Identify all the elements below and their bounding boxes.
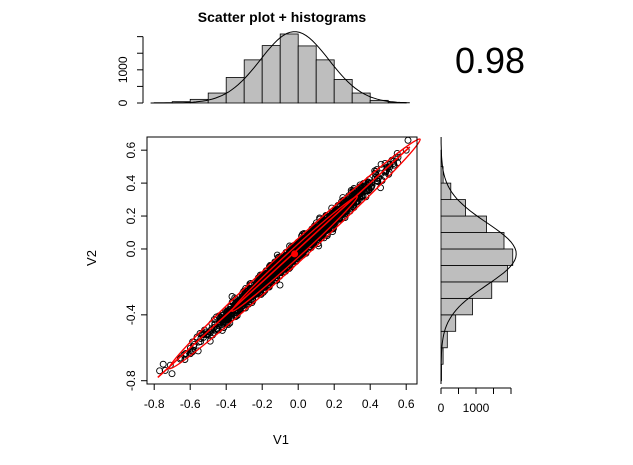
y-tick-label: -0.4 (124, 304, 138, 325)
top-hist-bar (315, 59, 335, 104)
right-density-curve (440, 137, 517, 384)
scatter-point (316, 214, 324, 222)
scatter-point (314, 234, 321, 242)
scatter-point (307, 241, 315, 249)
scatter-point (300, 247, 308, 255)
scatter-point (222, 307, 229, 315)
scatter-point (168, 370, 176, 378)
right-hist-bar (440, 232, 505, 250)
scatter-point (216, 318, 223, 326)
right-hist-tick-label: 0 (438, 401, 445, 415)
x-tick-label: -0.8 (144, 397, 165, 411)
y-tick-label: 0.0 (124, 240, 138, 257)
x-tick-label: 0.4 (362, 397, 379, 411)
scatter-point (339, 210, 346, 218)
scatter-frame (146, 136, 418, 385)
top-hist-bar (243, 59, 263, 104)
scatter-point (384, 164, 392, 172)
ellipse-outer (168, 138, 421, 370)
right-hist-bar (440, 182, 452, 200)
scatter-point (247, 289, 255, 297)
scatter-point (166, 361, 174, 369)
scatter-point (298, 232, 306, 240)
scatter-point (236, 303, 244, 311)
right-hist-bar (440, 281, 493, 299)
scatter-point (206, 337, 214, 345)
scatter-point (247, 293, 255, 301)
top-hist-bar (333, 79, 353, 104)
x-axis-label: V1 (273, 432, 289, 447)
scatter-point (262, 276, 270, 284)
right-hist-bar (440, 314, 457, 332)
x-tick-label: -0.4 (216, 397, 237, 411)
y-tick-label: 0.2 (124, 207, 138, 224)
regression-line (157, 146, 411, 379)
y-tick-label: -0.8 (124, 370, 138, 391)
scatter-point (181, 356, 189, 363)
top-histogram: 0 1000 (116, 31, 410, 106)
top-hist-tick-label: 1000 (116, 56, 130, 83)
ellipse-center (291, 250, 299, 258)
right-hist-tick-label: 1000 (463, 401, 490, 415)
right-hist-bar (440, 215, 487, 233)
scatter-point (156, 367, 164, 375)
scatter-point (393, 150, 401, 157)
right-hist-bar (440, 265, 508, 283)
scatter-point (404, 136, 412, 144)
scatter-point (356, 189, 364, 197)
scatter-point (302, 240, 310, 248)
scatter-panel: -0.8 -0.6 -0.4 -0.2 0.0 0.2 0.4 0.6 -0.8 -0.4 0.0 0… (124, 136, 421, 411)
top-hist-bar (351, 92, 371, 104)
y-tick-label: 0.4 (124, 174, 138, 191)
scatter-point (390, 157, 398, 165)
scatter-point (180, 351, 188, 359)
scatter-point (207, 326, 215, 334)
scatter-point (218, 326, 226, 334)
scatter-point (364, 187, 372, 195)
scatter-point (322, 227, 329, 234)
scatter-point (269, 262, 277, 270)
scatter-point (365, 186, 373, 194)
scatter-point (371, 174, 379, 182)
scatter-point (200, 331, 208, 338)
correlation-label: 0.98 (455, 40, 525, 81)
scatter-point (257, 281, 264, 289)
scatter-point (159, 360, 167, 368)
x-tick-label: -0.2 (252, 397, 273, 411)
scatter-point (394, 153, 402, 161)
scatter-point (225, 314, 233, 322)
right-hist-bar (440, 248, 514, 266)
right-histogram: 0 1000 (438, 137, 517, 415)
scatter-point (299, 230, 307, 238)
x-tick-label: 0.6 (398, 397, 415, 411)
ellipse-inner (231, 195, 359, 313)
y-tick-label: 0.6 (124, 142, 138, 159)
scatter-point (394, 159, 402, 167)
right-hist-bar (440, 297, 473, 316)
scatter-point (323, 232, 331, 239)
scatter-point (266, 280, 273, 288)
scatter-point (273, 259, 281, 267)
scatter-point (330, 221, 338, 229)
scatter-point (190, 340, 198, 348)
top-hist-tick-label: 0 (116, 99, 130, 106)
scatter-point (276, 281, 284, 289)
x-tick-label: 0.0 (290, 397, 307, 411)
y-axis-label: V2 (84, 250, 99, 266)
right-hist-bar (440, 199, 466, 217)
chart-title: Scatter plot + histograms (198, 9, 367, 25)
x-tick-label: -0.6 (180, 397, 201, 411)
top-hist-bar (297, 45, 317, 104)
top-density-curve (150, 31, 410, 104)
top-hist-bar (279, 33, 299, 104)
scatter-point (217, 314, 225, 322)
x-tick-label: 0.2 (326, 397, 343, 411)
scatter-point (220, 314, 228, 322)
